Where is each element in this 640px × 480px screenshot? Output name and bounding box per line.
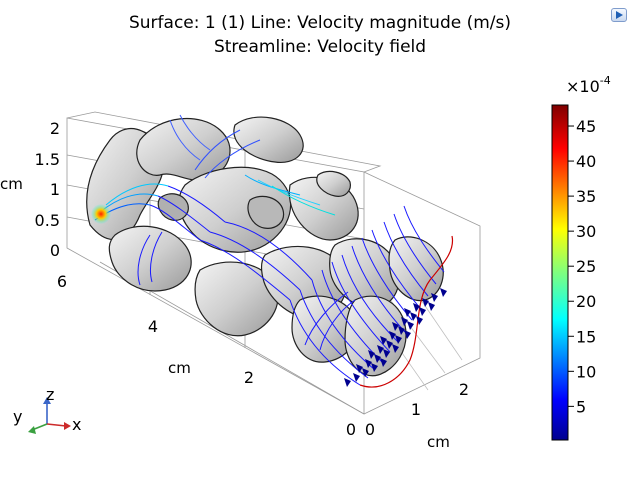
y-axis-unit: cm: [168, 359, 191, 377]
plot-title-line2: Streamline: Velocity field: [213, 37, 427, 57]
seed-cone-icon: [401, 317, 408, 326]
colorbar-tick-label: 35: [576, 187, 596, 206]
seed-cone-icon: [374, 354, 381, 363]
velocity-hotspot: [91, 204, 111, 224]
seed-cone-icon: [380, 336, 387, 345]
seed-cone-icon: [428, 302, 435, 311]
seed-cone-icon: [365, 359, 372, 368]
seed-cone-icon: [380, 358, 387, 367]
y-tick: 2: [244, 368, 254, 387]
colorbar-tick-label: 20: [576, 292, 596, 311]
seed-cone-icon: [407, 321, 414, 330]
colorbar-tick-label: 25: [576, 257, 596, 276]
colorbar-multiplier: ×10-4: [566, 74, 611, 96]
seed-cone-icon: [398, 326, 405, 335]
seed-cone-icon: [392, 322, 399, 331]
seed-cone-icon: [383, 349, 390, 358]
z-tick: 2: [50, 119, 60, 138]
colorbar-tick-label: 5: [576, 397, 586, 416]
triad-y-label: y: [13, 407, 22, 426]
inlet-outline: [359, 235, 454, 388]
z-tick: 1: [50, 180, 60, 199]
x-axis-ticks: 0 1 2: [365, 380, 469, 439]
seed-cone-icon: [392, 344, 399, 353]
colorbar-ticks: 45 40 35 30 25 20 15 10 5: [568, 117, 596, 416]
seed-cone-icon: [362, 368, 369, 377]
seed-cone-icon: [416, 316, 423, 325]
seed-cone-icon: [356, 364, 363, 373]
seed-cone-icon: [395, 335, 402, 344]
colorbar-tick-label: 15: [576, 327, 596, 346]
seed-cone-icon: [422, 298, 429, 307]
colorbar-tick-label: 40: [576, 152, 596, 171]
axis-triad: z x y: [13, 385, 81, 434]
y-tick: 0: [346, 420, 356, 439]
seed-cone-icon: [410, 312, 417, 321]
colorbar: [551, 104, 569, 441]
seed-cone-icon: [368, 350, 375, 359]
streamline-seeds: [344, 288, 447, 387]
triad-x-label: x: [72, 415, 81, 434]
x-tick: 0: [365, 420, 375, 439]
z-axis-ticks: 2 1.5 1 0.5 0: [35, 119, 60, 260]
x-axis-unit: cm: [427, 433, 450, 451]
x-tick: 1: [411, 400, 421, 419]
colorbar-tick-label: 10: [576, 362, 596, 381]
z-tick: 0.5: [35, 211, 60, 230]
seed-cone-icon: [419, 307, 426, 316]
seed-cone-icon: [440, 288, 447, 297]
seed-cone-icon: [371, 363, 378, 372]
z-tick: 1.5: [35, 150, 60, 169]
colorbar-tick-label: 30: [576, 222, 596, 241]
z-axis-unit: cm: [0, 175, 23, 193]
seed-cone-icon: [404, 330, 411, 339]
triad-z-label: z: [46, 385, 54, 404]
seed-cone-icon: [404, 308, 411, 317]
seed-cone-icon: [353, 373, 360, 382]
zoom-extents-icon[interactable]: [611, 8, 627, 22]
x-tick: 2: [459, 380, 469, 399]
plot-title-line1: Surface: 1 (1) Line: Velocity magnitude …: [128, 13, 512, 33]
porous-surface: [86, 116, 444, 377]
seed-cone-icon: [431, 293, 438, 302]
seed-cone-icon: [386, 340, 393, 349]
colorbar-tick-label: 45: [576, 117, 596, 136]
seed-cone-icon: [389, 331, 396, 340]
y-tick: 4: [148, 317, 158, 336]
seed-cone-icon: [344, 378, 351, 387]
seed-cone-icon: [377, 345, 384, 354]
y-axis-ticks: 6 4 2 0: [57, 272, 356, 439]
seed-cone-icon: [413, 303, 420, 312]
y-tick: 6: [57, 272, 67, 291]
z-tick: 0: [50, 241, 60, 260]
